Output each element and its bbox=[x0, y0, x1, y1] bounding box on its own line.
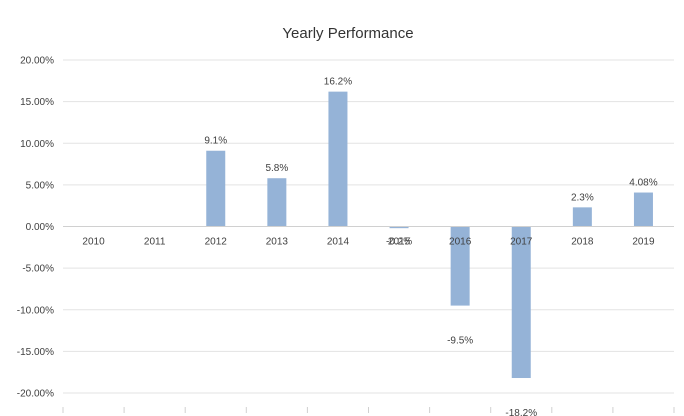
y-tick-label: 0.00% bbox=[26, 222, 54, 233]
y-tick-label: 5.00% bbox=[26, 180, 54, 191]
x-tick-label: 2016 bbox=[449, 237, 472, 248]
x-tick-label: 2019 bbox=[632, 237, 655, 248]
y-tick-label: -20.00% bbox=[17, 389, 54, 400]
bar bbox=[633, 192, 653, 227]
chart-title: Yearly Performance bbox=[282, 25, 413, 42]
data-label: 2.3% bbox=[571, 192, 594, 203]
x-tick-label: 2014 bbox=[327, 237, 350, 248]
x-tick-label: 2013 bbox=[266, 237, 289, 248]
bar bbox=[572, 207, 592, 227]
y-tick-label: 15.00% bbox=[20, 97, 54, 108]
bar bbox=[328, 91, 348, 227]
x-tick-label: 2017 bbox=[510, 237, 533, 248]
x-tick-label: 2012 bbox=[205, 237, 228, 248]
data-label: -9.5% bbox=[447, 336, 473, 347]
y-tick-label: -5.00% bbox=[22, 264, 54, 275]
bar bbox=[267, 178, 287, 227]
x-tick-label: 2018 bbox=[571, 237, 594, 248]
data-label: -18.2% bbox=[505, 408, 537, 416]
bar bbox=[450, 226, 470, 306]
data-label: -0.2% bbox=[386, 237, 412, 248]
data-label: 5.8% bbox=[265, 163, 288, 174]
labels: 20.00% 15.00% 10.00% 5.00% 0.00% -5.00% -10.00… bbox=[17, 56, 658, 416]
y-tick-label: -15.00% bbox=[17, 347, 54, 358]
x-tick-label: 2010 bbox=[82, 237, 105, 248]
data-label: 4.08% bbox=[629, 178, 657, 189]
y-tick-label: -10.00% bbox=[17, 305, 54, 316]
axes bbox=[62, 226, 675, 413]
y-tick-label: 10.00% bbox=[20, 139, 54, 150]
y-tick-label: 20.00% bbox=[20, 56, 54, 67]
bar bbox=[511, 226, 531, 379]
data-label: 9.1% bbox=[204, 136, 227, 147]
bar bbox=[389, 226, 409, 229]
bars bbox=[206, 91, 653, 379]
data-label: 16.2% bbox=[324, 77, 352, 88]
x-tick-label: 2015 bbox=[388, 237, 411, 248]
x-tick-label: 2011 bbox=[144, 237, 166, 248]
bar bbox=[206, 150, 226, 227]
